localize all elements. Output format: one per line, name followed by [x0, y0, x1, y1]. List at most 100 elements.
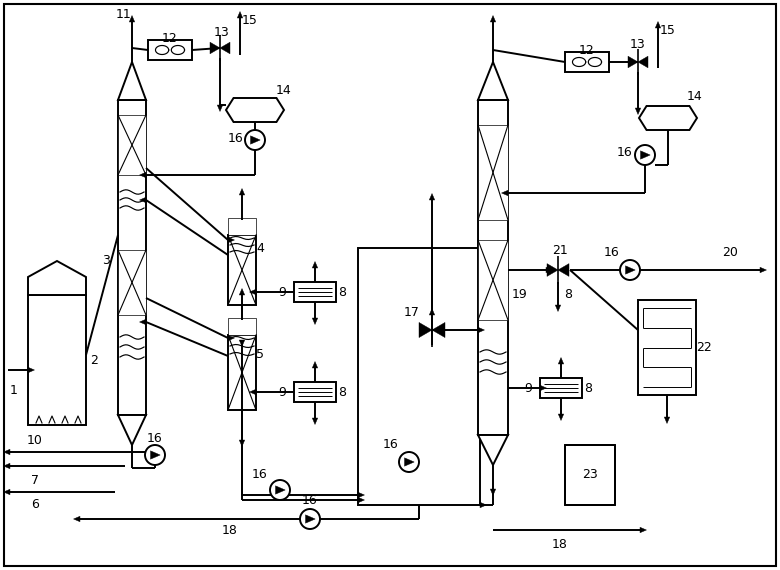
Polygon shape — [226, 98, 284, 122]
Bar — [478, 100, 508, 435]
Circle shape — [300, 509, 320, 529]
Polygon shape — [558, 357, 564, 364]
Polygon shape — [638, 56, 648, 68]
Text: 14: 14 — [276, 83, 292, 96]
Polygon shape — [558, 414, 564, 421]
Polygon shape — [491, 489, 496, 495]
Bar — [228, 218, 256, 235]
Text: 18: 18 — [552, 539, 568, 552]
Polygon shape — [312, 361, 317, 368]
Polygon shape — [665, 417, 670, 424]
Polygon shape — [312, 318, 317, 324]
Text: 21: 21 — [552, 243, 568, 256]
Text: 14: 14 — [687, 89, 703, 103]
Polygon shape — [547, 263, 558, 276]
Bar — [565, 445, 615, 505]
Polygon shape — [540, 385, 547, 390]
Polygon shape — [239, 288, 245, 295]
Polygon shape — [28, 261, 86, 295]
Polygon shape — [626, 266, 635, 274]
Polygon shape — [480, 502, 487, 508]
Text: 15: 15 — [242, 14, 258, 26]
Text: 8: 8 — [584, 381, 592, 394]
Circle shape — [399, 452, 419, 472]
Polygon shape — [429, 308, 434, 315]
Bar — [118, 115, 146, 175]
Text: 19: 19 — [512, 288, 528, 302]
Text: 10: 10 — [27, 434, 43, 446]
Polygon shape — [640, 151, 651, 159]
Polygon shape — [3, 463, 10, 469]
Polygon shape — [640, 527, 647, 533]
Polygon shape — [312, 262, 317, 268]
Polygon shape — [228, 237, 235, 243]
Bar — [228, 235, 256, 305]
Polygon shape — [491, 15, 496, 22]
Polygon shape — [429, 193, 434, 200]
Text: 16: 16 — [228, 132, 244, 145]
Text: 16: 16 — [383, 438, 399, 451]
Text: 2: 2 — [90, 353, 98, 367]
Polygon shape — [210, 42, 220, 54]
Text: 8: 8 — [338, 385, 346, 398]
Text: 16: 16 — [604, 246, 620, 259]
Polygon shape — [250, 289, 256, 295]
Polygon shape — [639, 106, 697, 130]
Text: 16: 16 — [617, 146, 633, 160]
Polygon shape — [250, 136, 261, 144]
Polygon shape — [760, 267, 767, 272]
Circle shape — [620, 260, 640, 280]
Polygon shape — [628, 56, 638, 68]
Bar — [638, 300, 696, 395]
Text: 16: 16 — [302, 495, 318, 507]
Polygon shape — [118, 62, 146, 100]
Polygon shape — [250, 389, 256, 395]
Bar — [228, 335, 256, 410]
Polygon shape — [358, 492, 364, 498]
Polygon shape — [306, 515, 315, 523]
Polygon shape — [239, 189, 245, 195]
Polygon shape — [3, 449, 10, 455]
Text: 3: 3 — [102, 254, 110, 267]
Bar — [118, 250, 146, 315]
Polygon shape — [502, 190, 508, 196]
Polygon shape — [239, 440, 245, 446]
Polygon shape — [405, 458, 414, 466]
Text: 22: 22 — [696, 341, 712, 354]
Circle shape — [245, 130, 265, 150]
Polygon shape — [358, 497, 364, 503]
Text: 16: 16 — [252, 467, 268, 481]
Bar — [478, 240, 508, 320]
Bar — [294, 282, 336, 302]
Text: 18: 18 — [222, 524, 238, 538]
Polygon shape — [118, 415, 146, 445]
Text: 12: 12 — [162, 31, 178, 44]
Text: 8: 8 — [338, 286, 346, 299]
Polygon shape — [140, 172, 146, 178]
Polygon shape — [28, 367, 34, 373]
Bar — [294, 382, 336, 402]
Bar — [28, 295, 86, 425]
Polygon shape — [312, 418, 317, 425]
Polygon shape — [129, 15, 135, 22]
Polygon shape — [478, 435, 508, 465]
Text: 11: 11 — [116, 7, 132, 21]
Polygon shape — [237, 11, 243, 18]
Text: 1: 1 — [10, 384, 18, 397]
Text: 9: 9 — [524, 381, 532, 394]
Text: 16: 16 — [147, 431, 163, 445]
Polygon shape — [478, 62, 508, 100]
Bar — [565, 52, 609, 72]
Circle shape — [270, 480, 290, 500]
Polygon shape — [151, 451, 160, 459]
Text: 5: 5 — [256, 348, 264, 361]
Polygon shape — [239, 340, 245, 347]
Text: 6: 6 — [31, 499, 39, 511]
Text: 23: 23 — [582, 469, 598, 482]
Polygon shape — [478, 327, 484, 333]
Polygon shape — [140, 197, 146, 203]
Polygon shape — [140, 319, 146, 325]
Polygon shape — [275, 486, 285, 494]
Text: 4: 4 — [256, 242, 264, 254]
Bar — [358, 248, 480, 505]
